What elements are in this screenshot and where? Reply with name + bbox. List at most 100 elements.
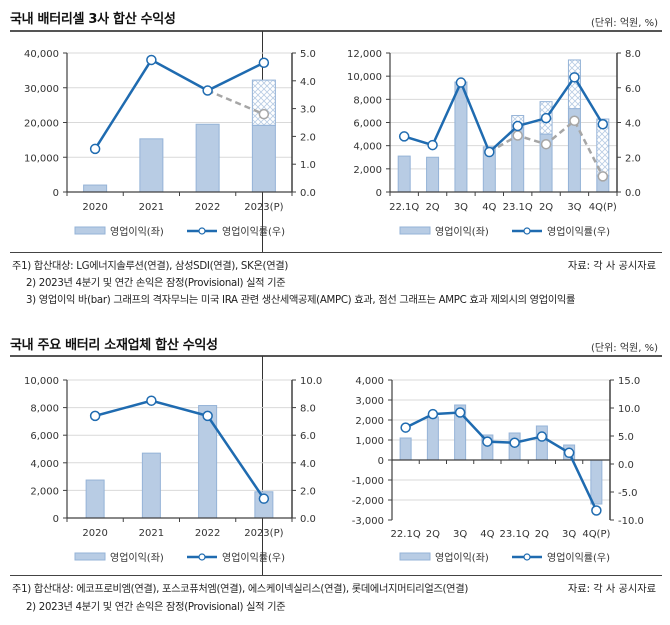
line-marker xyxy=(258,57,270,68)
left-tick-label: 4,000 xyxy=(30,459,59,470)
category-label: 3Q xyxy=(453,529,467,540)
legend-line-label: 영업이익률(우) xyxy=(222,225,285,238)
right-tick-label: 8.0 xyxy=(300,404,316,415)
line-marker xyxy=(563,447,575,459)
category-label: 2Q xyxy=(426,529,440,540)
bar-operating-profit xyxy=(399,437,412,461)
bar-ampc-hatched xyxy=(251,79,276,126)
chart-material-annual: 0 2,000 4,000 6,000 8,000 10,000 0.0 2.0 4.0 6.0 8… xyxy=(24,376,322,564)
dashed-marker xyxy=(540,138,552,150)
chart-cell-quarterly: 0 2,000 4,000 6,000 8,000 10,000 12,000 0.0 2.0 4… xyxy=(347,49,641,238)
left-tick-label: 6,000 xyxy=(30,431,59,442)
line-marker xyxy=(591,505,602,516)
dashed-marker xyxy=(597,171,609,182)
category-label: 22.1Q xyxy=(391,529,421,540)
line-marker xyxy=(146,54,157,66)
right-tick-label: 2.0 xyxy=(300,132,316,143)
right-tick-label: 0.0 xyxy=(300,514,316,525)
left-tick-label: 4,000 xyxy=(353,142,382,153)
section2-note-2: 2) 2023년 4분기 및 연간 손익은 잠정(Provisional) 실적… xyxy=(26,602,286,613)
category-label: 4Q xyxy=(480,529,494,540)
line-marker xyxy=(89,143,101,155)
left-tick-label: -2,000 xyxy=(352,496,384,507)
section2-title: 국내 주요 배터리 소재업체 합산 수익성 xyxy=(10,338,218,353)
section1-source: 자료: 각 사 공시자료 xyxy=(567,261,656,272)
left-tick-label: 6,000 xyxy=(353,119,382,130)
legend-bar-label: 영업이익(좌) xyxy=(110,551,164,564)
dashed-marker xyxy=(569,115,580,127)
category-label: 23.1Q xyxy=(500,529,530,540)
line-marker xyxy=(569,72,580,83)
bar-operating-profit xyxy=(397,155,411,193)
left-tick-label: 4,000 xyxy=(355,376,384,387)
legend-line-label: 영업이익률(우) xyxy=(222,551,285,564)
line-marker xyxy=(202,410,213,422)
line-marker xyxy=(146,395,157,406)
legend-bar-swatch xyxy=(74,552,106,561)
left-tick-label: 3,000 xyxy=(355,396,384,407)
section2-source: 자료: 각 사 공시자료 xyxy=(567,584,656,595)
right-tick-label: 1.0 xyxy=(300,160,316,171)
right-tick-label: 2.0 xyxy=(300,486,316,497)
bar-operating-profit xyxy=(198,405,218,519)
category-label: 2Q xyxy=(539,202,553,213)
legend-bar-swatch xyxy=(399,226,431,235)
legend-bar-label: 영업이익(좌) xyxy=(435,551,489,564)
line-marker xyxy=(484,146,495,158)
right-tick-label: -5.0 xyxy=(618,488,638,499)
category-label: 22.1Q xyxy=(389,202,419,213)
category-label: 2021 xyxy=(139,528,164,539)
category-label: 4Q(P) xyxy=(582,529,610,540)
line-marker xyxy=(398,131,410,142)
line-marker xyxy=(536,431,548,442)
legend-line-marker xyxy=(523,227,531,235)
category-label: 2Q xyxy=(535,529,549,540)
left-tick-label: 30,000 xyxy=(24,84,59,95)
line-marker xyxy=(454,407,466,418)
section1-note-1: 주1) 합산대상: LG에너지솔루션(연결), 삼성SDI(연결), SK온(연… xyxy=(12,261,289,272)
right-tick-label: 6.0 xyxy=(300,431,316,442)
right-tick-label: 4.0 xyxy=(300,77,316,88)
right-tick-label: 6.0 xyxy=(625,84,641,95)
left-tick-label: 8,000 xyxy=(353,95,382,106)
legend-bar-swatch xyxy=(74,226,106,235)
category-label: 3Q xyxy=(562,529,576,540)
right-tick-label: 0.0 xyxy=(625,188,641,199)
right-tick-label: 8.0 xyxy=(625,49,641,60)
category-label: 4Q(P) xyxy=(589,202,617,213)
bar-operating-profit xyxy=(426,156,440,193)
legend-bar-swatch xyxy=(399,552,431,561)
left-tick-label: 2,000 xyxy=(355,416,384,427)
right-tick-label: 5.0 xyxy=(618,432,634,443)
section2-rule xyxy=(10,355,662,357)
right-tick-label: 5.0 xyxy=(300,49,316,60)
dashed-marker xyxy=(512,130,523,141)
legend-bar-label: 영업이익(좌) xyxy=(435,225,489,238)
category-label: 4Q xyxy=(482,202,496,213)
chart-material-quarterly: -3,000 -2,000 -1,000 0 1,000 2,000 3,000 4,000 -… xyxy=(352,376,644,564)
left-tick-label: 10,000 xyxy=(24,153,59,164)
left-tick-label: 0 xyxy=(376,188,382,199)
left-tick-label: 0 xyxy=(53,188,59,199)
line-marker xyxy=(597,118,609,130)
section1-rule xyxy=(10,30,662,32)
right-tick-label: 10.0 xyxy=(300,376,322,387)
left-tick-label: 0 xyxy=(378,456,384,467)
dashed-marker xyxy=(258,108,270,120)
right-tick-label: 4.0 xyxy=(625,119,641,130)
right-tick-label: 15.0 xyxy=(618,376,640,387)
category-label: 3Q xyxy=(567,202,581,213)
section2-divider xyxy=(262,356,263,575)
bar-operating-profit xyxy=(426,416,439,461)
legend-line-marker xyxy=(523,553,531,561)
category-label: 23.1Q xyxy=(503,202,533,213)
right-tick-label: 0.0 xyxy=(618,460,634,471)
line-marker xyxy=(89,410,101,422)
line-marker xyxy=(512,120,523,132)
section1-title: 국내 배터리셀 3사 합산 수익성 xyxy=(10,12,176,27)
left-tick-label: 1,000 xyxy=(355,436,384,447)
dashed-line-ex-ampc xyxy=(207,89,265,116)
right-tick-label: 3.0 xyxy=(300,105,316,116)
chart-cell-annual: 0 10,000 20,000 30,000 40,000 0.0 1.0 2.0 3.0 4.0… xyxy=(24,49,316,238)
line-operating-margin xyxy=(403,75,604,155)
